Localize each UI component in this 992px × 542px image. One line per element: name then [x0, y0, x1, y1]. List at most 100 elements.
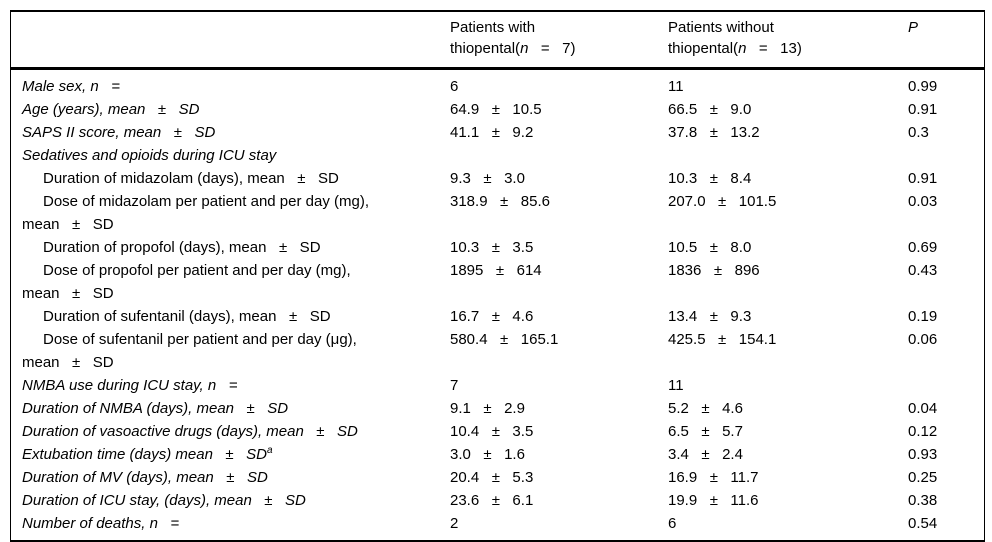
value-without-thiopental — [668, 144, 908, 167]
row-label-text: Duration of sufentanil (days), mean ± SD — [43, 308, 331, 325]
value-without-thiopental: 13.4 ± 9.3 — [668, 308, 752, 325]
row-label-text: SAPS II score, mean ± SD — [22, 124, 216, 141]
value-without-thiopental: 425.5 ± 154.1 — [668, 331, 777, 348]
header-empty-cell — [11, 12, 450, 70]
row-label: NMBA use during ICU stay, n = — [11, 374, 450, 397]
row-label-text: Age (years), mean ± SD — [22, 101, 200, 118]
value-without-thiopental: 16.9 ± 11.7 — [668, 469, 759, 486]
table-row: Duration of midazolam (days), mean ± SD 9… — [11, 167, 984, 190]
row-label: Duration of midazolam (days), mean ± SD — [11, 167, 450, 190]
table-row: SAPS II score, mean ± SD 41.1 ± 9.2 37.8 ±… — [11, 121, 984, 144]
table-row: Duration of sufentanil (days), mean ± SD… — [11, 305, 984, 328]
value-without-thiopental: 11 — [668, 377, 684, 394]
p-value: 0.69 — [908, 239, 938, 256]
value-with-thiopental: 41.1 ± 9.2 — [450, 124, 534, 141]
value-with-thiopental — [450, 144, 668, 167]
table-row: Extubation time (days) mean ± SDa 3.0 ± 1… — [11, 443, 984, 466]
row-label: SAPS II score, mean ± SD — [11, 121, 450, 144]
column-header-p-value: P — [908, 12, 984, 70]
column-header-text: thiopental( — [450, 40, 521, 57]
row-label: Duration of sufentanil (days), mean ± SD — [11, 305, 450, 328]
value-without-thiopental: 66.5 ± 9.0 — [668, 101, 752, 118]
value-without-thiopental: 6 — [668, 515, 677, 532]
p-value: 0.91 — [908, 170, 938, 187]
footnote-marker: a — [267, 445, 273, 456]
p-value: 0.3 — [908, 124, 929, 141]
row-label-text: Dose of propofol per patient and per day… — [22, 262, 351, 302]
n-variable: n — [738, 40, 747, 57]
value-without-thiopental: 10.5 ± 8.0 — [668, 239, 752, 256]
column-header-patients-without-thiopental: Patients without thiopental(n = 13) — [668, 12, 908, 70]
column-header-text: thiopental( — [668, 40, 739, 57]
row-label: Dose of sufentanil per patient and per d… — [11, 328, 450, 374]
row-label: Male sex, n = — [11, 69, 450, 99]
table-row: NMBA use during ICU stay, n = 7 11 — [11, 374, 984, 397]
row-label-text: Duration of NMBA (days), mean ± SD — [22, 400, 289, 417]
column-header-line1: Patients without — [668, 19, 774, 36]
row-label-text: Dose of sufentanil per patient and per d… — [22, 331, 357, 371]
p-value — [908, 374, 984, 397]
table-row: Dose of propofol per patient and per day… — [11, 259, 984, 305]
row-label-text: NMBA use during ICU stay, n = — [22, 377, 238, 394]
value-without-thiopental: 6.5 ± 5.7 — [668, 423, 743, 440]
p-value: 0.91 — [908, 101, 938, 118]
value-with-thiopental: 23.6 ± 6.1 — [450, 492, 534, 509]
row-label-text: Duration of vasoactive drugs (days), mea… — [22, 423, 358, 440]
row-label-text: Duration of midazolam (days), mean ± SD — [43, 170, 339, 187]
value-with-thiopental: 580.4 ± 165.1 — [450, 331, 559, 348]
p-value: 0.03 — [908, 193, 938, 210]
value-with-thiopental: 3.0 ± 1.6 — [450, 446, 525, 463]
value-without-thiopental: 11 — [668, 78, 684, 95]
column-header-n-value: = 7) — [528, 40, 576, 57]
row-label: Duration of vasoactive drugs (days), mea… — [11, 420, 450, 443]
row-label-text: Duration of MV (days), mean ± SD — [22, 469, 268, 486]
value-without-thiopental: 37.8 ± 13.2 — [668, 124, 760, 141]
n-variable: n — [520, 40, 529, 57]
column-header-line2: thiopental(n = 13) — [668, 40, 802, 57]
table-row: Number of deaths, n = 2 6 0.54 — [11, 512, 984, 540]
p-value: 0.38 — [908, 492, 938, 509]
value-with-thiopental: 10.4 ± 3.5 — [450, 423, 534, 440]
row-label-text: Duration of propofol (days), mean ± SD — [43, 239, 321, 256]
column-header-n-value: = 13) — [746, 40, 802, 57]
table-header-row: Patients with thiopental(n = 7) Patients … — [11, 12, 984, 70]
row-label: Dose of propofol per patient and per day… — [11, 259, 450, 305]
table-row: Male sex, n = 6 11 0.99 — [11, 69, 984, 99]
p-value: 0.93 — [908, 446, 938, 463]
value-without-thiopental: 207.0 ± 101.5 — [668, 193, 777, 210]
p-value: 0.54 — [908, 515, 938, 532]
p-header-label: P — [908, 19, 919, 36]
table-row: Duration of vasoactive drugs (days), mea… — [11, 420, 984, 443]
p-value: 0.99 — [908, 78, 938, 95]
row-label: Duration of MV (days), mean ± SD — [11, 466, 450, 489]
value-with-thiopental: 1895 ± 614 — [450, 262, 542, 279]
value-without-thiopental: 5.2 ± 4.6 — [668, 400, 743, 417]
table-row: Duration of ICU stay, (days), mean ± SD 2… — [11, 489, 984, 512]
p-value: 0.06 — [908, 331, 938, 348]
value-with-thiopental: 10.3 ± 3.5 — [450, 239, 534, 256]
table-row: Duration of MV (days), mean ± SD 20.4 ± 5… — [11, 466, 984, 489]
value-with-thiopental: 64.9 ± 10.5 — [450, 101, 542, 118]
value-with-thiopental: 16.7 ± 4.6 — [450, 308, 534, 325]
row-label-text: Extubation time (days) mean ± SD — [22, 446, 267, 463]
value-without-thiopental: 10.3 ± 8.4 — [668, 170, 752, 187]
table-row: Duration of propofol (days), mean ± SD 10… — [11, 236, 984, 259]
comparison-table-container: Patients with thiopental(n = 7) Patients … — [10, 10, 985, 542]
table-row: Duration of NMBA (days), mean ± SD 9.1 ± … — [11, 397, 984, 420]
row-label: Extubation time (days) mean ± SDa — [11, 443, 450, 466]
row-label: Age (years), mean ± SD — [11, 98, 450, 121]
value-with-thiopental: 2 — [450, 515, 459, 532]
value-with-thiopental: 9.1 ± 2.9 — [450, 400, 525, 417]
value-without-thiopental: 1836 ± 896 — [668, 262, 760, 279]
value-without-thiopental: 3.4 ± 2.4 — [668, 446, 743, 463]
p-value — [908, 144, 984, 167]
row-label: Number of deaths, n = — [11, 512, 450, 540]
p-value: 0.19 — [908, 308, 938, 325]
value-with-thiopental: 7 — [450, 377, 459, 394]
row-label: Duration of ICU stay, (days), mean ± SD — [11, 489, 450, 512]
value-with-thiopental: 6 — [450, 78, 459, 95]
value-without-thiopental: 19.9 ± 11.6 — [668, 492, 759, 509]
table-row: Dose of sufentanil per patient and per d… — [11, 328, 984, 374]
value-with-thiopental: 9.3 ± 3.0 — [450, 170, 525, 187]
row-label-text: Number of deaths, n = — [22, 515, 180, 532]
